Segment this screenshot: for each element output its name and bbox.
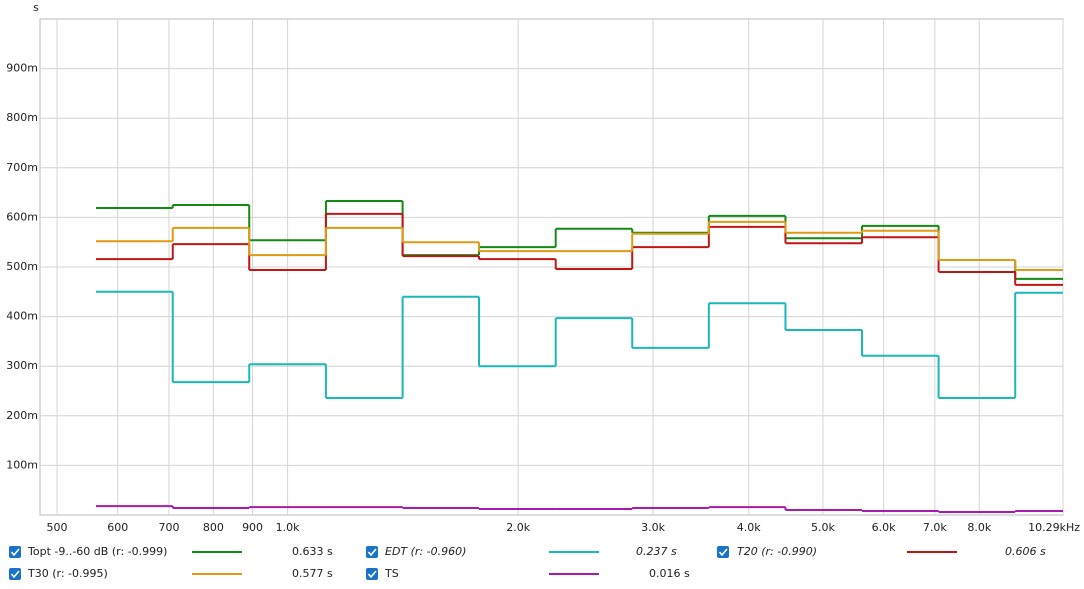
x-tick-label: 500	[47, 521, 68, 534]
y-tick-label: 300m	[6, 359, 38, 372]
x-tick-label: 2.0k	[506, 521, 530, 534]
y-tick-label: 400m	[6, 310, 38, 323]
legend-checkbox[interactable]	[366, 568, 378, 580]
checkbox-box	[9, 546, 21, 558]
legend-value: 0.577 s	[292, 567, 333, 580]
series-group	[95, 200, 1063, 514]
y-tick-label: 800m	[6, 111, 38, 124]
checkbox-box	[9, 568, 21, 580]
legend-label: EDT (r: -0.960)	[385, 545, 466, 558]
x-tick-label: 800	[203, 521, 224, 534]
legend-checkbox[interactable]	[717, 546, 729, 558]
y-axis-label: s	[33, 1, 39, 14]
checkbox-tick	[367, 548, 377, 557]
checkbox-box	[717, 546, 729, 558]
checkbox-box	[366, 568, 378, 580]
x-tick-label: 1.0k	[276, 521, 300, 534]
x-tick-label: 8.0k	[967, 521, 991, 534]
y-tick-label: 100m	[6, 458, 38, 471]
legend-label: TS	[384, 567, 399, 580]
legend-value: 0.016 s	[649, 567, 690, 580]
legend-checkbox[interactable]	[9, 546, 21, 558]
x-tick-label: 5.0k	[811, 521, 835, 534]
legend-label: T20 (r: -0.990)	[737, 545, 817, 558]
y-tick-label: 200m	[6, 409, 38, 422]
checkbox-tick	[10, 570, 20, 579]
checkbox-tick	[10, 548, 20, 557]
legend-value: 0.606 s	[1005, 545, 1046, 558]
legend-checkbox[interactable]	[366, 546, 378, 558]
checkbox-box	[366, 546, 378, 558]
x-tick-label: 4.0k	[737, 521, 761, 534]
y-tick-label: 900m	[6, 62, 38, 75]
legend-label: T30 (r: -0.995)	[27, 567, 108, 580]
legend-value: 0.237 s	[636, 545, 677, 558]
legend-checkbox[interactable]	[9, 568, 21, 580]
x-tick-label: 600	[107, 521, 128, 534]
x-tick-label: 700	[158, 521, 179, 534]
y-tick-label: 500m	[6, 260, 38, 273]
checkbox-tick	[718, 548, 728, 557]
x-tick-label: 6.0k	[872, 521, 896, 534]
x-tick-label: 7.0k	[923, 521, 947, 534]
y-tick-label: 700m	[6, 161, 38, 174]
y-tick-label: 600m	[6, 210, 38, 223]
x-tick-label: 900	[242, 521, 263, 534]
legend-label: Topt -9..-60 dB (r: -0.999)	[27, 545, 167, 558]
x-tick-label: 10.29kHz	[1028, 521, 1080, 534]
legend-value: 0.633 s	[292, 545, 333, 558]
checkbox-tick	[367, 570, 377, 579]
x-tick-label: 3.0k	[641, 521, 665, 534]
